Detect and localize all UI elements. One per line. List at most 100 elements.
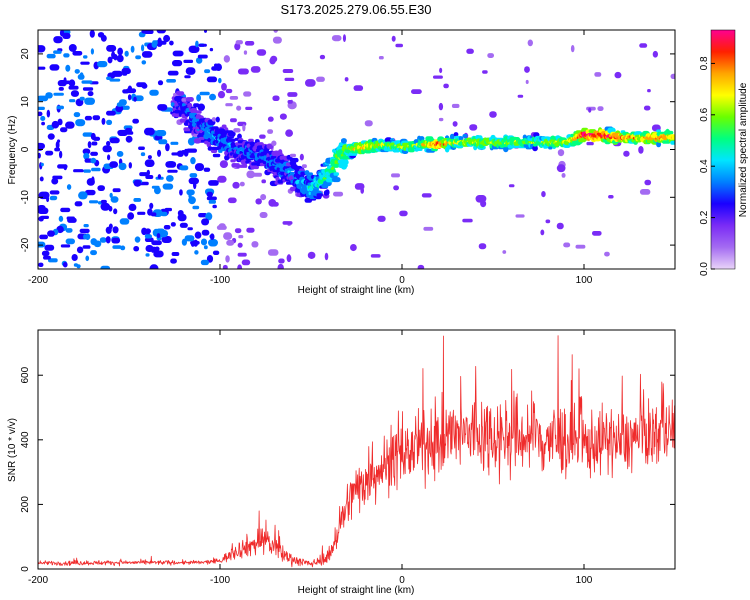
spectrogram-cell	[186, 189, 195, 196]
spectrogram-cell	[203, 167, 211, 172]
spectrogram-cell	[73, 112, 81, 118]
spectrogram-cell	[206, 191, 213, 197]
spectrogram-cell	[230, 159, 236, 163]
spectrogram-cell	[250, 165, 259, 170]
spectrogram-cell	[73, 169, 84, 173]
spectrogram-cell	[120, 245, 126, 251]
spectrogram-cell	[212, 250, 220, 255]
spectrogram-cell	[354, 183, 365, 190]
spectrogram-cell	[46, 53, 56, 59]
spectrogram-cell	[183, 59, 194, 63]
spectrogram-cell	[443, 83, 449, 89]
spectrogram-x-tick-label: 0	[399, 275, 405, 286]
spectrogram-cell	[54, 147, 61, 152]
spectrogram-cell	[118, 162, 127, 171]
spectrogram-cell	[111, 70, 123, 77]
spectrogram-cell	[170, 258, 177, 264]
spectrogram-cell	[133, 96, 137, 102]
spectrogram-cell	[261, 179, 266, 184]
spectrogram-cell	[218, 77, 222, 84]
spectrogram-cell	[116, 102, 123, 107]
spectrogram-cell	[127, 85, 133, 93]
spectrogram-cell	[91, 167, 101, 172]
spectrogram-cell	[255, 198, 262, 205]
spectrogram-cell	[38, 152, 41, 159]
spectrogram-cell	[99, 237, 107, 243]
spectrogram-cell	[217, 90, 226, 99]
spectrogram-cell	[68, 79, 76, 87]
spectrogram-cell	[282, 69, 294, 73]
spectrogram-cell	[186, 148, 197, 153]
spectrogram-cell	[157, 174, 162, 180]
spectrogram-cell	[65, 228, 73, 233]
spectrogram-cell	[205, 212, 213, 221]
spectrogram-cell	[223, 55, 230, 63]
colorbar-tick-label: 0.4	[699, 159, 710, 173]
spectrogram-cell	[127, 94, 132, 101]
spectrogram-cell	[331, 35, 342, 42]
spectrogram-cell	[161, 236, 172, 243]
spectrogram-cell	[234, 42, 241, 51]
spectrogram-cell	[391, 173, 400, 178]
spectrogram-cell	[527, 39, 533, 47]
spectrogram-y-tick-label: 10	[20, 96, 31, 108]
spectrogram-cell	[44, 244, 55, 251]
spectrogram-cell	[132, 118, 139, 124]
spectrogram-cell	[439, 67, 443, 74]
spectrogram-cell	[644, 179, 652, 186]
snr-x-tick-label: -200	[28, 575, 48, 586]
spectrogram-cell	[159, 40, 167, 45]
spectrogram-cell	[307, 251, 316, 259]
spectrogram-cell	[399, 210, 408, 217]
spectrogram-cell	[370, 254, 381, 258]
spectrogram-y-tick-label: -20	[20, 237, 31, 252]
spectrogram-cell	[243, 91, 252, 97]
spectrogram-cell	[200, 259, 209, 266]
spectrogram-cell	[267, 129, 274, 134]
spectrogram-cell	[72, 51, 83, 56]
spectrogram-cell	[226, 239, 235, 246]
spectrogram-cell	[319, 54, 326, 60]
spectrogram-cell	[179, 189, 183, 196]
spectrogram-cell	[41, 121, 45, 126]
spectrogram-cell	[38, 95, 49, 102]
spectrogram-cell	[231, 163, 240, 168]
spectrogram-cell	[106, 45, 117, 52]
spectrogram-cell	[73, 263, 79, 267]
spectrogram-cell	[75, 119, 86, 127]
spectrogram-cell	[68, 44, 77, 52]
spectrogram-cell	[647, 89, 651, 93]
snr-x-tick-label: -100	[210, 575, 230, 586]
spectrogram-cell	[82, 148, 91, 155]
spectrogram-cell	[97, 61, 108, 68]
spectrogram-cell	[525, 79, 529, 84]
spectrogram-cell	[532, 145, 538, 152]
spectrogram-cell	[563, 242, 571, 248]
spectrogram-cell	[259, 212, 268, 218]
spectrogram-cell	[89, 30, 95, 38]
spectrogram-cell	[105, 236, 111, 244]
spectrogram-cell	[462, 218, 473, 223]
spectrogram-cell	[144, 127, 155, 136]
spectrogram-cell	[58, 87, 64, 91]
spectrogram-cell	[204, 69, 211, 74]
spectrogram-y-axis-label: Frequency (Hz)	[7, 116, 18, 185]
spectrogram-cell	[252, 172, 262, 177]
spectrogram-cell	[190, 157, 196, 165]
spectrogram-cell	[206, 76, 218, 83]
spectrogram-cell	[154, 135, 163, 141]
spectrogram-cell	[52, 175, 63, 180]
spectrogram-cell	[149, 89, 159, 96]
spectrogram-cell	[489, 111, 497, 118]
snr-panel: -200 -100 0 100 0 200 400 600 Height of straigh…	[7, 329, 676, 596]
spectrogram-cell	[391, 35, 396, 42]
spectrogram-cell	[177, 214, 185, 220]
figure-title: S173.2025.279.06.55.E30	[280, 2, 431, 17]
spectrogram-cell	[451, 103, 460, 108]
spectrogram-cell	[177, 91, 185, 96]
spectrogram-cell	[170, 222, 176, 227]
spectrogram-cell	[100, 199, 107, 204]
spectrogram-cell	[101, 117, 106, 125]
spectrogram-cell	[85, 189, 96, 196]
spectrogram-cell	[597, 106, 604, 111]
